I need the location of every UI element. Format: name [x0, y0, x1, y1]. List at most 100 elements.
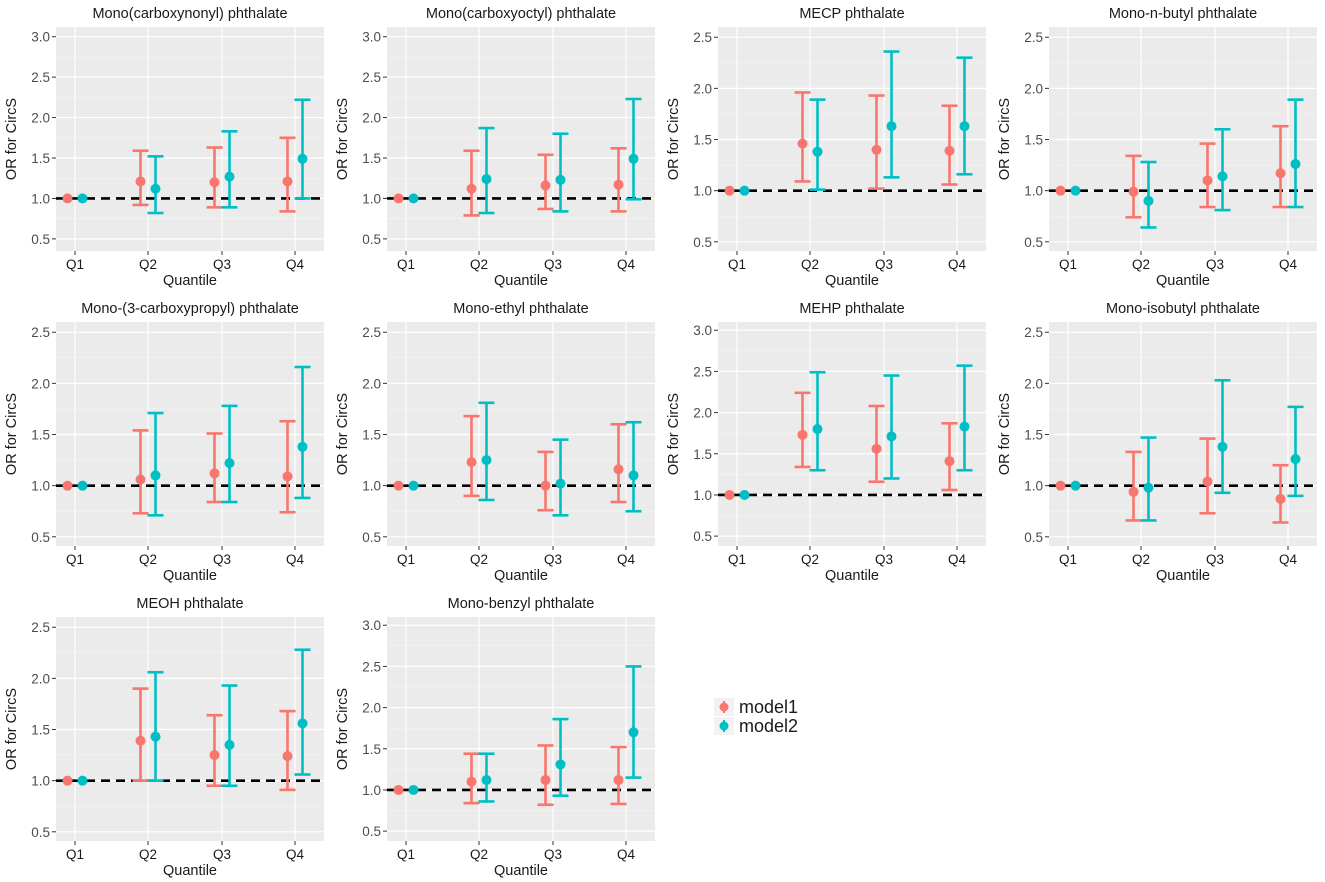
x-tick-label: Q2: [139, 257, 157, 272]
y-axis-title: OR for CircS: [335, 98, 351, 180]
point-model1: [871, 443, 882, 454]
y-tick-label: 2.0: [693, 81, 712, 96]
x-tick-label: Q4: [948, 257, 967, 272]
x-tick-label: Q2: [801, 552, 819, 567]
x-tick-label: Q4: [286, 257, 305, 272]
point-model1: [282, 751, 293, 762]
x-axis-title: Quantile: [494, 273, 548, 289]
y-axis-title: OR for CircS: [666, 393, 682, 475]
y-tick-label: 2.0: [1024, 81, 1043, 96]
panel-background: [718, 322, 986, 546]
panel-title: Mono-n-butyl phthalate: [1109, 6, 1257, 22]
point-model1: [613, 775, 624, 786]
panel-title: Mono-(3-carboxypropyl) phthalate: [81, 301, 299, 317]
x-tick-label: Q4: [286, 847, 305, 862]
x-tick-label: Q3: [875, 257, 893, 272]
y-tick-label: 2.5: [31, 325, 50, 340]
y-tick-label: 2.0: [31, 376, 50, 391]
point-model2: [1290, 159, 1301, 170]
point-model1: [540, 480, 551, 491]
x-axis-title: Quantile: [825, 568, 879, 584]
y-axis-title: OR for CircS: [4, 98, 20, 180]
x-tick-label: Q1: [1059, 552, 1077, 567]
point-model1: [944, 145, 955, 156]
y-tick-label: 0.5: [362, 530, 381, 545]
panel-1: 0.5 1.0 1.5 2.0 2.5 3.0 Q1 Q2 Q3 Q4 Mono(carboxyno…: [4, 6, 324, 289]
x-tick-label: Q4: [617, 552, 636, 567]
point-model1: [613, 464, 624, 475]
x-tick-label: Q2: [1132, 257, 1150, 272]
x-tick-label: Q3: [213, 552, 231, 567]
point-model1: [393, 193, 404, 204]
x-tick-label: Q1: [728, 552, 746, 567]
panel-title: Mono-isobutyl phthalate: [1106, 301, 1260, 317]
panel-6: 0.5 1.0 1.5 2.0 2.5 Q1 Q2 Q3 Q4 Mono-ethyl phthal…: [335, 301, 655, 584]
y-tick-label: 0.5: [31, 232, 50, 247]
point-model2: [739, 489, 750, 500]
y-tick-label: 0.5: [31, 530, 50, 545]
panel-7: 0.5 1.0 1.5 2.0 2.5 3.0 Q1 Q2 Q3 Q4 MEHP phthalate…: [666, 301, 986, 584]
y-tick-label: 2.0: [362, 701, 381, 716]
x-axis-title: Quantile: [1156, 568, 1210, 584]
point-model2: [628, 727, 639, 738]
point-model2: [297, 153, 308, 164]
panel-5: 0.5 1.0 1.5 2.0 2.5 Q1 Q2 Q3 Q4 Mono-(3-carboxypr…: [4, 301, 324, 584]
point-model1: [871, 144, 882, 155]
x-tick-label: Q3: [1206, 257, 1224, 272]
point-model2: [481, 455, 492, 466]
point-model2: [1290, 454, 1301, 465]
point-model1: [62, 480, 73, 491]
y-tick-label: 2.0: [362, 376, 381, 391]
y-axis-title: OR for CircS: [4, 688, 20, 770]
x-tick-label: Q2: [470, 847, 488, 862]
point-model2: [297, 718, 308, 729]
legend-label-model2: model2: [739, 716, 798, 736]
point-model2: [1217, 441, 1228, 452]
x-tick-label: Q1: [397, 847, 415, 862]
point-model2: [886, 431, 897, 442]
y-tick-label: 0.5: [693, 529, 712, 544]
x-tick-label: Q3: [213, 257, 231, 272]
legend-label-model1: model1: [739, 697, 798, 717]
point-model1: [797, 429, 808, 440]
x-tick-label: Q1: [66, 552, 84, 567]
point-model1: [393, 784, 404, 795]
x-tick-label: Q3: [213, 847, 231, 862]
point-model1: [1275, 493, 1286, 504]
y-tick-label: 1.5: [1024, 133, 1043, 148]
y-tick-label: 0.5: [693, 235, 712, 250]
y-tick-label: 2.5: [693, 30, 712, 45]
y-tick-label: 1.5: [362, 151, 381, 166]
y-tick-label: 2.5: [1024, 30, 1043, 45]
y-tick-label: 1.0: [362, 191, 381, 206]
y-axis-title: OR for CircS: [997, 98, 1013, 180]
panel-background: [387, 27, 655, 251]
y-tick-label: 2.0: [362, 111, 381, 126]
point-model2: [555, 174, 566, 185]
y-tick-label: 1.5: [31, 723, 50, 738]
y-axis-title: OR for CircS: [666, 98, 682, 180]
y-tick-label: 2.5: [1024, 325, 1043, 340]
point-model1: [944, 456, 955, 467]
panel-9: 0.5 1.0 1.5 2.0 2.5 Q1 Q2 Q3 Q4 MEOH phthalate Qua…: [4, 596, 324, 879]
legend-key-point: [719, 702, 729, 712]
point-model2: [297, 441, 308, 452]
point-model1: [282, 176, 293, 187]
point-model2: [77, 480, 88, 491]
x-axis-title: Quantile: [1156, 273, 1210, 289]
x-tick-label: Q3: [544, 847, 562, 862]
x-tick-label: Q4: [286, 552, 305, 567]
y-axis-title: OR for CircS: [4, 393, 20, 475]
point-model1: [724, 489, 735, 500]
x-tick-label: Q2: [801, 257, 819, 272]
y-tick-label: 0.5: [362, 232, 381, 247]
y-tick-label: 0.5: [31, 825, 50, 840]
panel-title: Mono-ethyl phthalate: [453, 301, 588, 317]
point-model2: [150, 731, 161, 742]
point-model1: [209, 468, 220, 479]
y-tick-label: 2.0: [693, 406, 712, 421]
point-model2: [77, 193, 88, 204]
